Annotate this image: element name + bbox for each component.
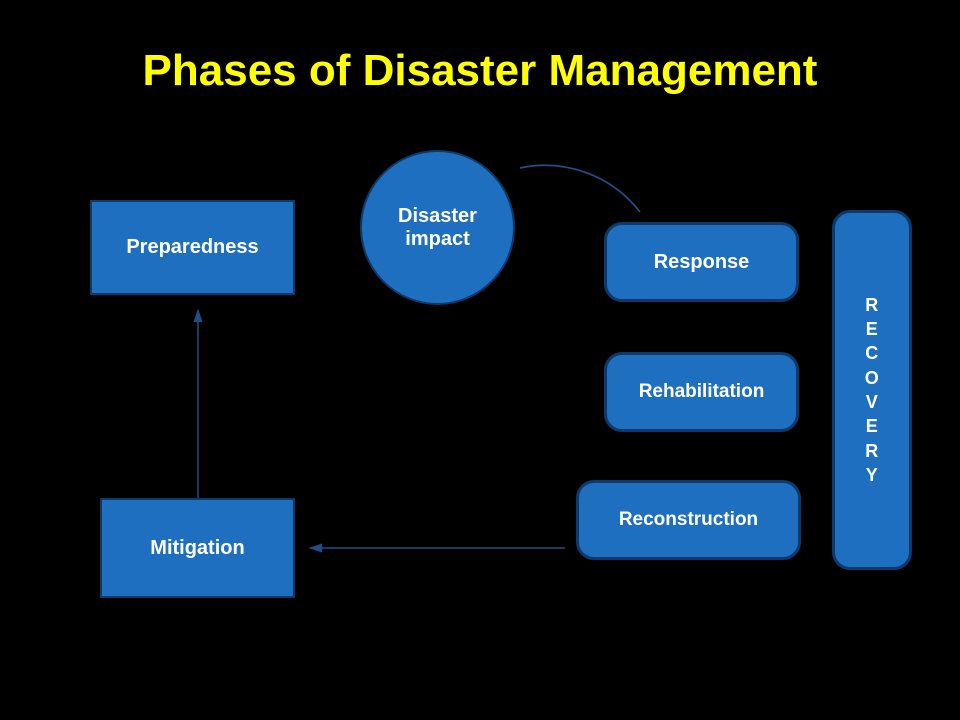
arc-impact-to-response <box>520 165 640 212</box>
diagram-connectors <box>0 0 960 720</box>
